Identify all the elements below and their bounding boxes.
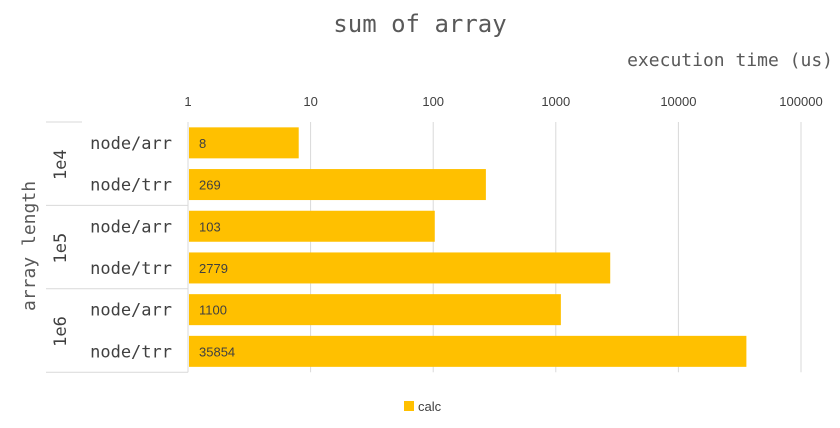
legend-swatch [404, 401, 414, 411]
bar [189, 169, 486, 201]
x-tick-label: 100000 [779, 94, 822, 109]
bar [189, 294, 561, 326]
bar [189, 335, 747, 367]
x-tick-label: 1000 [541, 94, 570, 109]
plot-area: 1 10 100 1000 10000 100000 1e4 node/arr 8 node/tr… [46, 94, 823, 373]
group-label: 1e5 [51, 233, 71, 264]
x-tick-label: 10 [303, 94, 317, 109]
x-tick-label: 10000 [660, 94, 696, 109]
y-axis-title: array length [19, 181, 40, 311]
data-label: 103 [199, 219, 221, 234]
group-label: 1e6 [51, 316, 71, 347]
group-label: 1e4 [51, 149, 71, 180]
category-label: node/arr [90, 134, 172, 154]
x-tick-label: 100 [422, 94, 444, 109]
legend-label: calc [418, 399, 442, 414]
x-axis-title: execution time (us) [627, 50, 833, 71]
data-label: 35854 [199, 344, 235, 359]
chart-title: sum of array [333, 10, 506, 38]
category-label: node/trr [90, 259, 172, 279]
category-label: node/arr [90, 301, 172, 321]
data-label: 8 [199, 136, 206, 151]
category-label: node/arr [90, 217, 172, 237]
x-tick-label: 1 [184, 94, 191, 109]
data-label: 269 [199, 178, 221, 193]
data-label: 1100 [199, 303, 227, 318]
bar [189, 252, 611, 284]
bar [189, 210, 435, 242]
data-label: 2779 [199, 261, 228, 276]
legend: calc [404, 399, 442, 414]
category-label: node/trr [90, 342, 172, 362]
category-label: node/trr [90, 176, 172, 196]
bar [189, 127, 299, 159]
